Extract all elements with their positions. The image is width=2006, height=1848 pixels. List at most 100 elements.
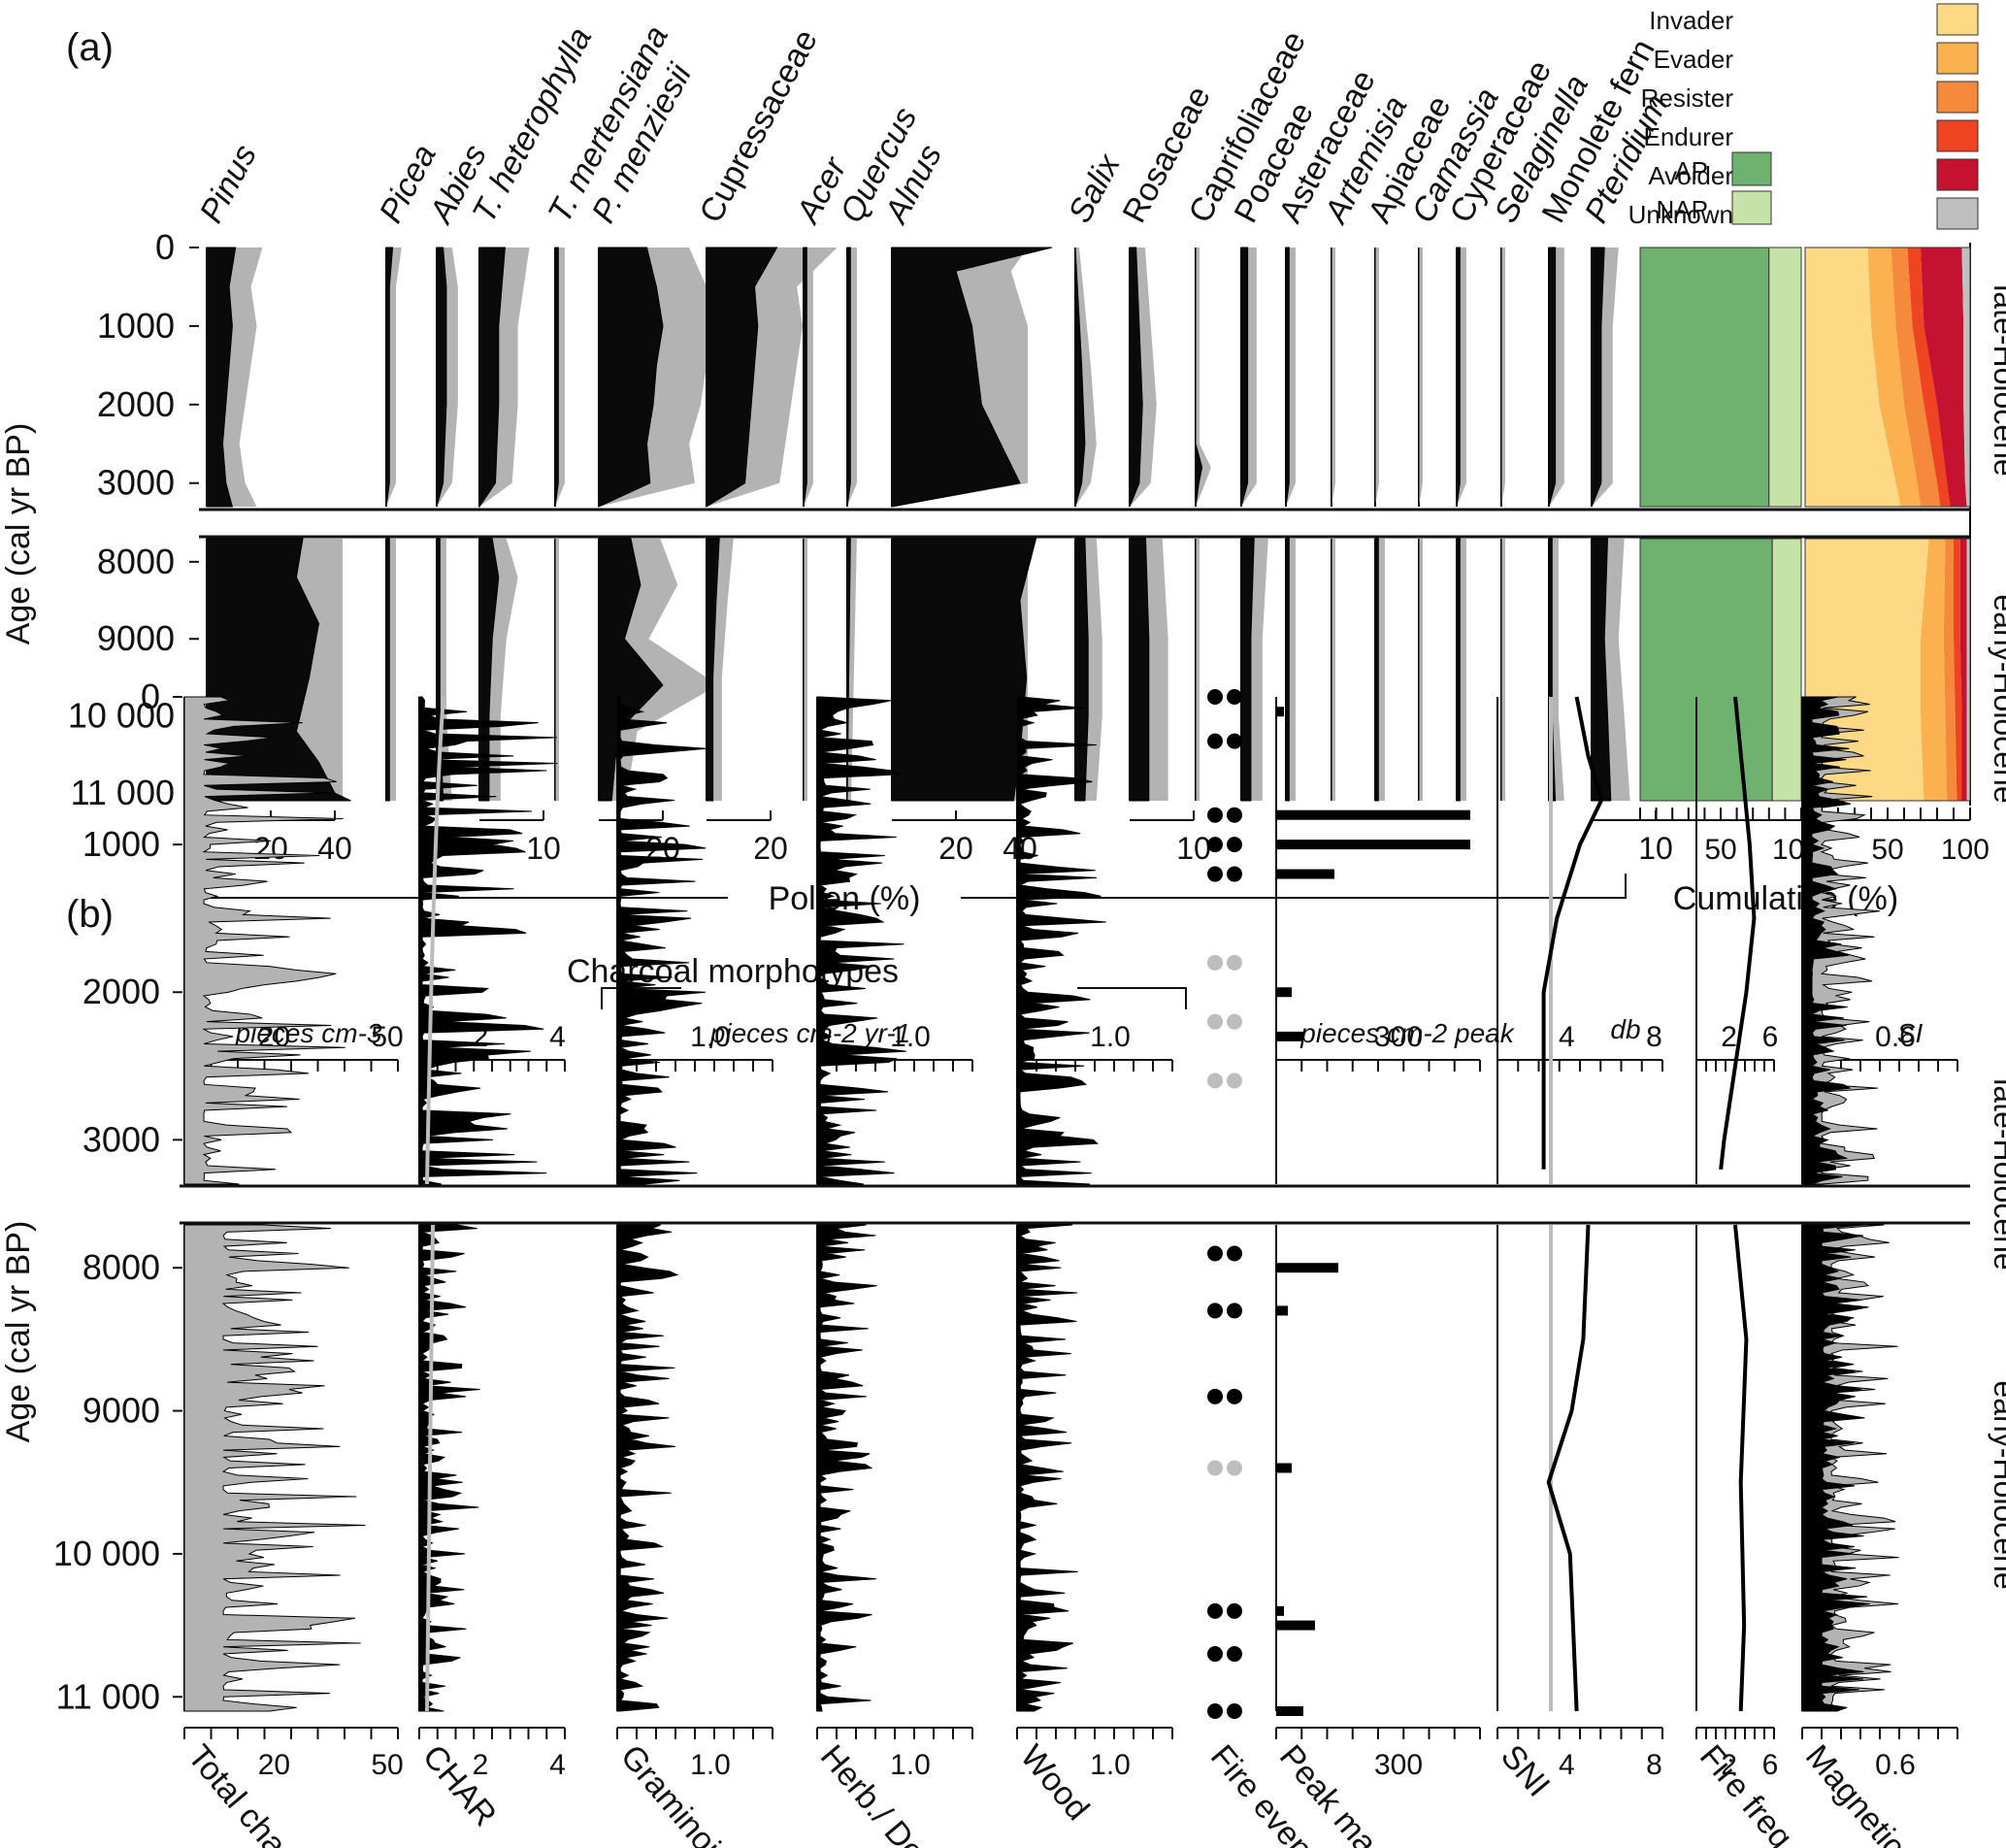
pollen-exaggeration-Selaginella [1501, 248, 1505, 507]
y-tick-label-a-late: 0 [155, 227, 175, 267]
fire-event-dot [1227, 954, 1242, 971]
taxon-scale-label: 20 [753, 831, 788, 866]
pollen-area-Poaceae [1240, 247, 1249, 508]
nap-area [1768, 247, 1802, 508]
track-tick-label: 4 [1559, 1749, 1575, 1781]
pollen-exaggeration-Camassia [1419, 248, 1423, 507]
fire-event-dot [1207, 733, 1223, 749]
pollen-area-Cupressaceae [706, 247, 778, 508]
fire-event-dot [1207, 1245, 1223, 1262]
pollen-area-Picea [385, 247, 394, 508]
fire-event-dot [1227, 1460, 1242, 1476]
strategy-band-early [1959, 539, 1967, 801]
flux-late-3 [816, 696, 906, 1185]
taxon-scale-label: 10 [526, 831, 561, 866]
peak-mag-bar [1276, 869, 1334, 879]
nap-area [1771, 538, 1802, 802]
track-tick-label: 6 [1762, 1021, 1779, 1053]
pollen-exaggeration-Camassia [1419, 539, 1423, 801]
pollen-area-Monolete fern [1548, 247, 1557, 508]
legend-avoider: Avoider [1648, 161, 1733, 190]
strategy-band-early [1805, 539, 1929, 801]
y-tick-label-b-late: 1000 [82, 824, 160, 864]
fire-event-dot [1227, 866, 1242, 882]
legend-nap: NAP [1657, 195, 1708, 224]
fire-freq-curve-early [1733, 1224, 1749, 1712]
fire-event-dot [1227, 1602, 1242, 1619]
pollen-exaggeration-Picea [386, 248, 402, 507]
legend-swatch-evader [1936, 42, 1979, 75]
pollen-area-Picea [385, 538, 390, 802]
unit-si: SI [1897, 1018, 1924, 1048]
fire-event-dot [1227, 733, 1242, 749]
peak-mag-bar [1276, 809, 1470, 820]
fire-event-dot [1207, 689, 1223, 705]
strategy-band-late [1907, 248, 1951, 507]
pollen-area-Salix [1074, 538, 1089, 802]
char-background-early [425, 1224, 435, 1712]
pollen-exaggeration-Artemisia [1332, 248, 1335, 507]
y-tick-label-b-early: 8000 [82, 1247, 160, 1287]
fire-event-dot [1207, 1460, 1223, 1476]
legend-swatch-avoider [1936, 158, 1979, 191]
late-holocene-label-a: late-Holocene [1988, 284, 2006, 476]
legend-ap-swatch [1731, 151, 1772, 186]
legend-evader: Evader [1654, 45, 1734, 74]
taxon-scale-label: 20 [938, 831, 973, 866]
y-tick-label-b-early: 11 000 [56, 1676, 160, 1716]
pollen-area-Cyperaceae [1456, 538, 1461, 802]
fire-event-dot [1207, 1703, 1223, 1719]
y-tick-label-b-late: 2000 [82, 972, 160, 1011]
peak-mag-bar [1276, 707, 1284, 717]
y-axis-label-a: Age (cal yr BP) [0, 423, 37, 645]
peak-mag-bar [1276, 1605, 1284, 1616]
track-tick-label: 300 [1374, 1021, 1423, 1053]
fire-event-dot [1207, 1388, 1223, 1404]
total-charcoal-early [183, 1224, 366, 1712]
fire-event-dot [1207, 1646, 1223, 1663]
fire-event-dot [1227, 1072, 1242, 1089]
fire-event-dot [1227, 807, 1242, 823]
peak-mag-bar [1276, 1263, 1338, 1273]
panel-label-a: (a) [66, 26, 114, 69]
y-tick-label-a-early: 10 000 [68, 696, 175, 736]
fire-event-dot [1227, 837, 1242, 853]
flux-early-3 [816, 1224, 877, 1712]
pollen-area-Acer [803, 247, 807, 508]
track-tick-label: 0.6 [1875, 1021, 1916, 1053]
strategy-band-early [1966, 539, 1970, 801]
pollen-area-Salix [1074, 247, 1086, 508]
track-tick-label: 6 [1762, 1749, 1779, 1781]
early-holocene-label-a: early-Holocene [1988, 594, 2006, 803]
early-holocene-label-b: early-Holocene [1988, 1380, 2006, 1589]
taxon-label: Pinus [193, 139, 264, 229]
track-tick-label: 300 [1374, 1749, 1423, 1781]
flux-late-2 [616, 696, 707, 1185]
unit-db: db [1610, 1014, 1640, 1044]
pollen-area-Asteraceae [1285, 247, 1290, 508]
strategy-frame [1804, 247, 1971, 508]
pollen-area-T. heterophylla [478, 247, 506, 509]
pollen-area-Alnus [891, 247, 1053, 508]
pollen-area-Quercus [846, 247, 851, 508]
strategy-band-early [1954, 539, 1962, 801]
pollen-area-Pteridium [1591, 538, 1612, 802]
strategy-band-late [1891, 248, 1941, 507]
y-tick-label-a-late: 2000 [97, 384, 175, 424]
y-tick-label-a-early: 8000 [97, 542, 175, 581]
track-tick-label: 4 [549, 1021, 566, 1053]
strategy-frame [1804, 538, 1971, 802]
track-tick-label: 8 [1646, 1749, 1662, 1781]
fire-event-dot [1207, 1072, 1223, 1089]
peak-mag-bar [1276, 1620, 1315, 1631]
fire-event-dot [1207, 1602, 1223, 1619]
track-tick-label: 50 [371, 1021, 403, 1053]
flux-early-2 [616, 1224, 679, 1712]
pollen-exaggeration-Apiaceae [1375, 248, 1379, 507]
peak-mag-bar [1276, 1305, 1288, 1316]
fire-event-dot [1227, 1703, 1242, 1719]
legend-swatch-unknown [1936, 197, 1979, 230]
track-tick-label: 2 [473, 1749, 489, 1781]
